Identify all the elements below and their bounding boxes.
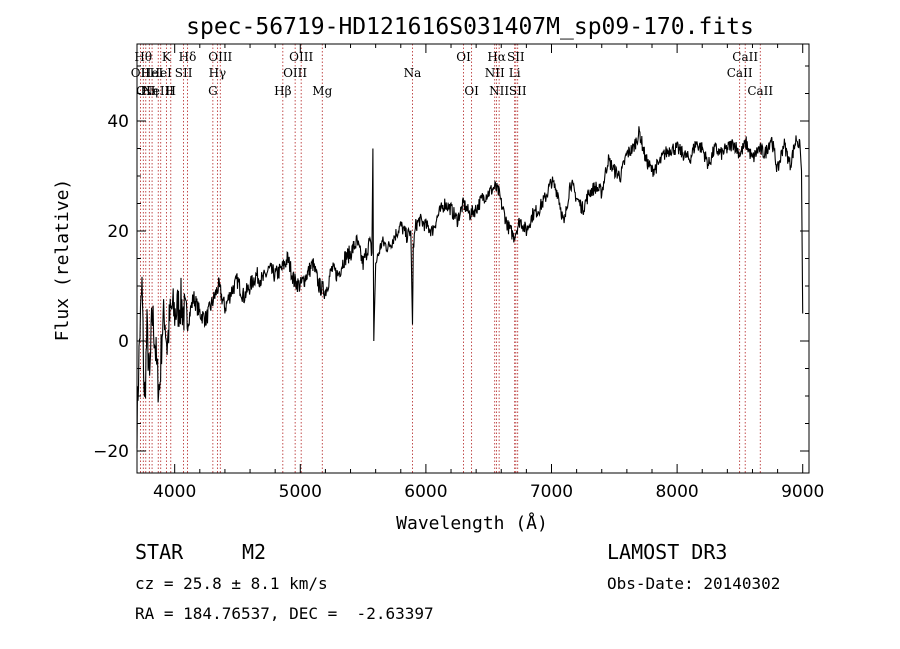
line-label-15: OIII [283, 66, 307, 80]
line-label-7: K [162, 50, 172, 64]
line-label-27: CaII [727, 66, 753, 80]
object-subclass: M2 [242, 540, 267, 564]
line-label-3: Hη [140, 84, 158, 98]
x-tick-label-6000: 6000 [404, 482, 447, 502]
line-label-8: H [166, 84, 176, 98]
line-label-5: NeIII [142, 84, 174, 98]
x-tick-label-4000: 4000 [153, 482, 196, 502]
obs-date: Obs-Date: 20140302 [607, 574, 781, 593]
y-tick-label--20: −20 [93, 442, 129, 462]
object-class: STAR [135, 540, 184, 564]
line-label-23: NII [489, 84, 509, 98]
axis-ticks: 4000 5000 6000 7000 8000 9000 −20 0 20 40 [93, 44, 824, 502]
y-tick-label-20: 20 [107, 222, 129, 242]
line-label-25: SII [507, 50, 525, 64]
line-label-2: OII [136, 84, 156, 98]
spectral-line-markers [139, 44, 761, 473]
line-label-0: OII [131, 66, 151, 80]
line-label-20: OI [464, 84, 479, 98]
spectrum-line [136, 126, 804, 449]
line-label-6: HeI [150, 66, 173, 80]
y-tick-label-40: 40 [107, 112, 129, 132]
plot-frame [136, 43, 810, 474]
line-label-28: CaII [732, 50, 758, 64]
line-label-29: CaII [747, 84, 773, 98]
x-tick-label-5000: 5000 [279, 482, 322, 502]
line-label-16: OIII [289, 50, 313, 64]
chart-title: spec-56719-HD121616S031407M_sp09-170.fit… [186, 14, 754, 40]
line-label-18: Na [404, 66, 422, 80]
line-label-22: Hα [487, 50, 506, 64]
line-label-26: SII [509, 84, 527, 98]
line-label-19: OI [456, 50, 471, 64]
line-label-9: SII [175, 66, 193, 80]
x-tick-label-7000: 7000 [530, 482, 573, 502]
line-label-1: Hθ [134, 50, 152, 64]
line-label-4: HeI [141, 66, 164, 80]
line-label-12: Hγ [209, 66, 227, 80]
line-label-10: Hδ [179, 50, 197, 64]
line-label-24: Li [509, 66, 521, 80]
line-label-21: NII [485, 66, 505, 80]
x-axis-label: Wavelength (Å) [396, 512, 548, 534]
survey-name: LAMOST DR3 [607, 540, 728, 564]
x-tick-label-8000: 8000 [655, 482, 698, 502]
line-label-13: OIII [208, 50, 232, 64]
y-tick-label-0: 0 [118, 332, 129, 352]
spectral-line-labels: OIIHθOIIHηHeINeIIIHeIKHSIIHδGHγOIIIHβOII… [131, 50, 774, 98]
line-label-17: Mg [312, 84, 332, 98]
redshift-readout: cz = 25.8 ± 8.1 km/s [135, 574, 328, 593]
line-label-14: Hβ [274, 84, 291, 98]
line-label-11: G [208, 84, 218, 98]
coordinates-readout: RA = 184.76537, DEC = -2.63397 [135, 604, 434, 623]
y-axis-label: Flux (relative) [52, 179, 73, 342]
x-tick-label-9000: 9000 [781, 482, 824, 502]
